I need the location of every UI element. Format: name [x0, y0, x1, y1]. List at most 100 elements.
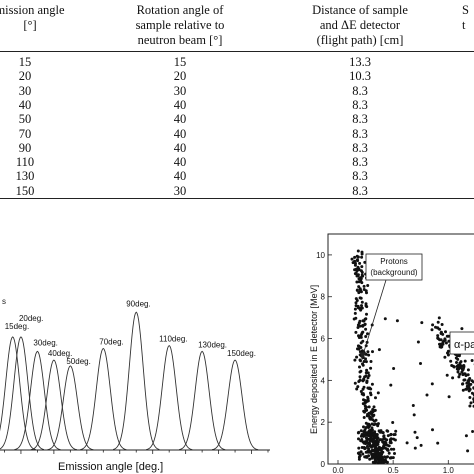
x-tick-label: 0.5 [388, 466, 400, 474]
scatter-point [356, 451, 360, 455]
protons-annotation: Protons (background) [360, 253, 423, 360]
scatter-point [355, 299, 359, 302]
y-tick-label: 6 [321, 335, 326, 344]
scatter-point [463, 359, 467, 363]
y-tick-label: 8 [321, 293, 326, 302]
scatter-point [367, 374, 371, 377]
table-cell: 8.3 [352, 97, 368, 112]
x-axis-ticks [4, 450, 269, 454]
peak-label: 50deg. [66, 357, 90, 366]
peak-curve [146, 344, 193, 451]
scatter-point [468, 377, 472, 380]
scatter-point [377, 348, 381, 352]
scatter-point [361, 362, 364, 366]
scatter-point [436, 320, 440, 324]
scatter-point [370, 454, 374, 458]
scatter-point [386, 443, 389, 447]
scatter-point [456, 357, 460, 361]
scatter-point [391, 456, 395, 460]
y-tick-label: 0 [321, 460, 326, 469]
peak-label: 110deg. [159, 335, 187, 344]
scatter-point [387, 451, 391, 455]
scatter-point [430, 382, 434, 386]
scatter-point [369, 391, 372, 395]
scatter-point [376, 453, 380, 457]
scatter-point [370, 382, 374, 386]
scatter-point [361, 452, 365, 456]
scatter-point [366, 350, 370, 354]
table-cell: 15 [18, 55, 32, 69]
table-cell: 40 [18, 97, 32, 112]
scatter-point [450, 364, 454, 367]
bottom-rule [0, 198, 474, 199]
peak-curve [0, 336, 36, 450]
scatter-point [369, 366, 373, 370]
scatter-point [356, 431, 360, 435]
scatter-point [466, 449, 470, 453]
scatter-point [379, 455, 383, 459]
data-table: mission angle [°] Rotation angle of samp… [0, 0, 474, 200]
scatter-point [369, 410, 373, 414]
scatter-point [381, 446, 385, 450]
alpha-annotation-box [449, 331, 474, 355]
scatter-point [371, 460, 375, 464]
scatter-point [355, 288, 359, 292]
scatter-point [356, 385, 360, 389]
scatter-point [455, 361, 458, 364]
scatter-point [362, 441, 366, 445]
table-cell: 8.3 [352, 83, 368, 98]
peak-curves [0, 311, 259, 451]
protons-annotation-arrow [361, 279, 387, 359]
scatter-point [451, 376, 455, 380]
scatter-point [381, 450, 385, 454]
scatter-point [368, 433, 371, 437]
scatter-point [456, 354, 459, 358]
scatter-point [391, 421, 395, 424]
chart-corner-label: s [2, 297, 6, 306]
scatter-point [362, 409, 366, 413]
scatter-point [356, 249, 360, 253]
scatter-point [446, 349, 450, 353]
scatter-chart: Energy deposited in E detector [MeV] 0 2 4… [309, 233, 474, 474]
y-axis-ticks: 0 2 4 6 8 10 [316, 251, 332, 469]
scatter-point [447, 334, 451, 338]
peak-curve [0, 336, 45, 450]
peak-label: 20deg. [19, 314, 43, 323]
scatter-point [359, 341, 363, 345]
scatter-point [381, 431, 385, 435]
scatter-point [353, 311, 357, 315]
table-cell: 20 [18, 69, 32, 84]
scatter-point [373, 454, 377, 458]
scatter-point [360, 250, 364, 254]
scatter-point [386, 448, 390, 452]
scatter-point [442, 339, 446, 343]
x-tick-label: 0.0 [332, 466, 344, 474]
scatter-point [365, 436, 368, 440]
scatter-point [356, 306, 360, 310]
scatter-point [364, 399, 368, 403]
table-cell: 8.3 [352, 169, 368, 184]
scatter-point [461, 382, 464, 386]
y-tick-label: 2 [321, 418, 326, 427]
scatter-point [359, 450, 363, 454]
scatter-point [354, 301, 358, 305]
scatter-point [377, 429, 381, 433]
scatter-point [354, 330, 358, 334]
scatter-point [437, 316, 441, 320]
scatter-point [359, 308, 363, 312]
table-cell: 150 [15, 183, 35, 198]
protons-annotation-line1: Protons [380, 257, 408, 266]
table-cell: 130 [15, 169, 35, 184]
scatter-point [355, 387, 359, 391]
peak-curve [80, 347, 127, 451]
scatter-point [383, 317, 387, 321]
scatter-point [370, 444, 374, 447]
scatter-point [357, 347, 361, 351]
scatter-point [449, 359, 453, 363]
table-cell: 8.3 [352, 183, 368, 198]
scatter-point [357, 280, 361, 284]
scatter-point [371, 350, 374, 354]
scatter-point [360, 300, 364, 304]
scatter-point [360, 306, 364, 310]
scatter-point [360, 304, 363, 308]
